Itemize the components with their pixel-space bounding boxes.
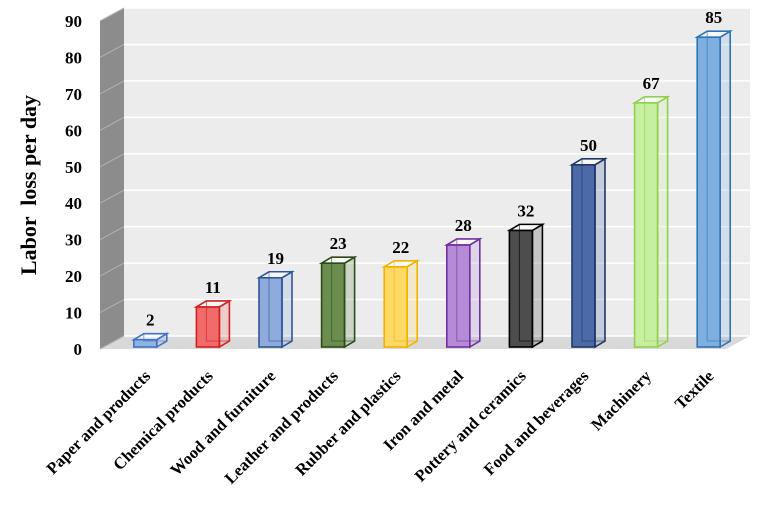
- data-label: 32: [517, 201, 534, 220]
- x-tick-label: Textile: [671, 366, 718, 413]
- y-tick-label: 80: [65, 48, 82, 67]
- y-tick-label: 60: [65, 121, 82, 140]
- data-label: 28: [455, 216, 472, 235]
- y-tick-label: 40: [65, 194, 82, 213]
- gridline-side: [99, 44, 125, 58]
- y-axis-ticks: 0 10 20 30 40 50 60 70 80 90: [65, 12, 82, 359]
- gridline-side: [99, 262, 125, 277]
- bar: [694, 29, 734, 349]
- data-label: 50: [580, 136, 597, 155]
- y-tick-label: 20: [65, 267, 82, 286]
- x-tick-label: Rubber and plastics: [291, 366, 404, 479]
- data-label: 11: [205, 278, 221, 297]
- x-tick-label: Pottery and ceramics: [411, 366, 530, 485]
- data-label: 67: [643, 74, 661, 93]
- bar: [256, 270, 295, 349]
- data-label: 19: [267, 249, 284, 268]
- x-tick-label: Paper and products: [43, 366, 155, 478]
- y-tick-label: 90: [65, 12, 82, 31]
- x-tick-label: Food and beverages: [480, 366, 593, 479]
- y-tick-label: 70: [65, 85, 82, 104]
- bar: [569, 157, 608, 349]
- y-tick-label: 50: [65, 158, 82, 177]
- chart-side-wall: [100, 8, 124, 349]
- y-tick-label: 10: [65, 304, 82, 323]
- gridline-side: [99, 189, 125, 204]
- bar: [443, 237, 483, 349]
- bar: [631, 95, 671, 349]
- data-label: 22: [392, 238, 409, 257]
- bar: [193, 299, 233, 349]
- x-tick-label: Leather and products: [221, 366, 343, 488]
- bar: [506, 222, 546, 349]
- gridline-side: [99, 116, 125, 131]
- bars: [130, 29, 734, 349]
- data-label: 85: [705, 8, 722, 27]
- data-labels: 2 11 19 23 22 28 32 50 67 85: [146, 8, 722, 329]
- data-label: 2: [146, 311, 155, 330]
- bar: [381, 259, 421, 349]
- gridline-side: [99, 80, 125, 95]
- data-label: 23: [330, 234, 347, 253]
- x-tick-label: Wood and furniture: [166, 366, 279, 479]
- y-tick-label: 30: [65, 231, 82, 250]
- bar: [318, 255, 358, 349]
- x-tick-label: Machinery: [587, 366, 655, 434]
- gridline-side: [99, 226, 125, 241]
- y-axis-label: Labor loss per day: [16, 95, 41, 275]
- bar: [130, 332, 170, 349]
- gridline-side: [99, 7, 125, 22]
- gridline-side: [99, 335, 125, 350]
- gridline-side: [99, 153, 125, 168]
- gridline-side: [99, 299, 125, 313]
- y-tick-label: 0: [74, 340, 83, 359]
